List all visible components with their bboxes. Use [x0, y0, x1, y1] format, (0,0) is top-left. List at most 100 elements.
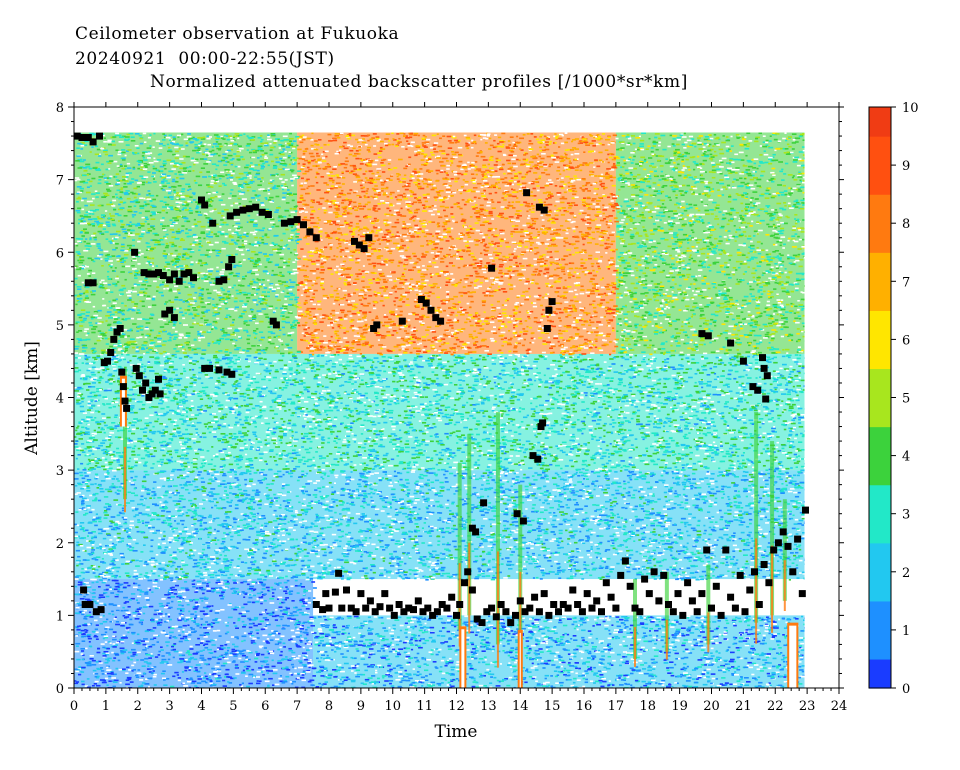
heatmap-cell	[534, 658, 537, 661]
heatmap-cell	[139, 679, 144, 681]
heatmap-cell	[547, 629, 550, 632]
heatmap-cell	[706, 668, 711, 671]
heatmap-cell	[291, 682, 294, 685]
heatmap-cell	[531, 507, 535, 510]
heatmap-cell	[745, 637, 749, 640]
heatmap-cell	[334, 650, 337, 653]
heatmap-cell	[123, 582, 129, 584]
heatmap-cell	[526, 551, 529, 554]
heatmap-cell	[208, 470, 213, 472]
heatmap-cell	[247, 601, 252, 603]
heatmap-cell	[445, 503, 449, 506]
heatmap-cell	[285, 612, 288, 615]
heatmap-cell	[446, 575, 451, 578]
heatmap-cell	[303, 588, 306, 591]
heatmap-cell	[198, 586, 204, 589]
heatmap-cell	[616, 653, 621, 656]
heatmap-cell	[114, 524, 118, 526]
heatmap-cell	[85, 615, 89, 617]
heatmap-cell	[340, 617, 343, 619]
heatmap-cell	[511, 512, 515, 515]
heatmap-cell	[642, 632, 646, 634]
heatmap-cell	[219, 594, 223, 597]
heatmap-cell	[788, 490, 793, 493]
heatmap-cell	[723, 631, 727, 633]
heatmap-cell	[78, 673, 82, 676]
heatmap-cell	[264, 525, 268, 527]
heatmap-cell	[302, 492, 306, 495]
heatmap-cell	[480, 570, 484, 573]
heatmap-cell	[77, 581, 83, 583]
heatmap-cell	[788, 518, 792, 520]
heatmap-cell	[136, 643, 141, 645]
heatmap-cell	[168, 626, 172, 629]
heatmap-cell	[581, 629, 586, 632]
heatmap-cell	[502, 629, 507, 632]
heatmap-cell	[311, 502, 316, 505]
heatmap-cell	[360, 636, 364, 638]
heatmap-cell	[321, 684, 324, 686]
heatmap-cell	[392, 667, 396, 670]
heatmap-cell	[778, 647, 782, 649]
heatmap-cell	[449, 674, 455, 676]
heatmap-cell	[551, 538, 557, 540]
heatmap-cell	[662, 626, 666, 628]
heatmap-cell	[581, 474, 584, 477]
heatmap-cell	[399, 624, 404, 627]
heatmap-cell	[557, 569, 562, 572]
heatmap-cell	[229, 603, 232, 605]
heatmap-cell	[506, 640, 510, 643]
heatmap-cell	[581, 511, 585, 514]
heatmap-cell	[360, 673, 363, 676]
heatmap-cell	[719, 657, 722, 659]
heatmap-cell	[658, 479, 663, 482]
heatmap-cell	[368, 529, 372, 532]
heatmap-cell	[75, 626, 79, 629]
heatmap-cell	[733, 501, 738, 503]
heatmap-cell	[533, 652, 537, 654]
heatmap-cell	[311, 581, 316, 583]
heatmap-cell	[447, 681, 451, 684]
heatmap-cell	[132, 611, 137, 614]
heatmap-cell	[87, 637, 92, 640]
heatmap-cell	[137, 584, 141, 587]
heatmap-cell	[420, 638, 423, 640]
heatmap-cell	[267, 589, 270, 592]
heatmap-cell	[607, 662, 610, 665]
heatmap-cell	[321, 654, 325, 656]
heatmap-cell	[283, 658, 288, 661]
heatmap-cell	[616, 625, 621, 628]
heatmap-cell	[605, 522, 609, 525]
heatmap-cell	[750, 633, 754, 635]
heatmap-cell	[557, 547, 561, 549]
heatmap-cell	[586, 498, 590, 500]
heatmap-cell	[197, 615, 200, 618]
heatmap-cell	[88, 645, 92, 648]
heatmap-cell	[257, 518, 263, 520]
heatmap-cell	[599, 617, 605, 620]
heatmap-cell	[282, 624, 287, 627]
heatmap-cell	[303, 611, 307, 614]
heatmap-cell	[153, 481, 157, 483]
heatmap-cell	[399, 673, 403, 675]
heatmap-cell	[800, 658, 804, 660]
heatmap-cell	[578, 556, 584, 559]
heatmap-cell	[488, 624, 494, 627]
heatmap-cell	[680, 673, 683, 676]
heatmap-cell	[592, 625, 595, 627]
heatmap-cell	[222, 589, 226, 591]
heatmap-cell	[353, 545, 356, 547]
heatmap-cell	[409, 506, 414, 508]
heatmap-cell	[85, 559, 90, 561]
heatmap-cell	[526, 645, 530, 647]
heatmap-cell	[649, 627, 654, 630]
heatmap-cell	[237, 617, 241, 620]
heatmap-cell	[121, 622, 125, 624]
heatmap-cell	[302, 657, 306, 659]
heatmap-cell	[439, 666, 443, 668]
heatmap-cell	[716, 656, 720, 659]
heatmap-cell	[772, 569, 777, 572]
heatmap-cell	[178, 651, 183, 654]
heatmap-cell	[509, 523, 514, 526]
heatmap-cell	[750, 566, 754, 568]
